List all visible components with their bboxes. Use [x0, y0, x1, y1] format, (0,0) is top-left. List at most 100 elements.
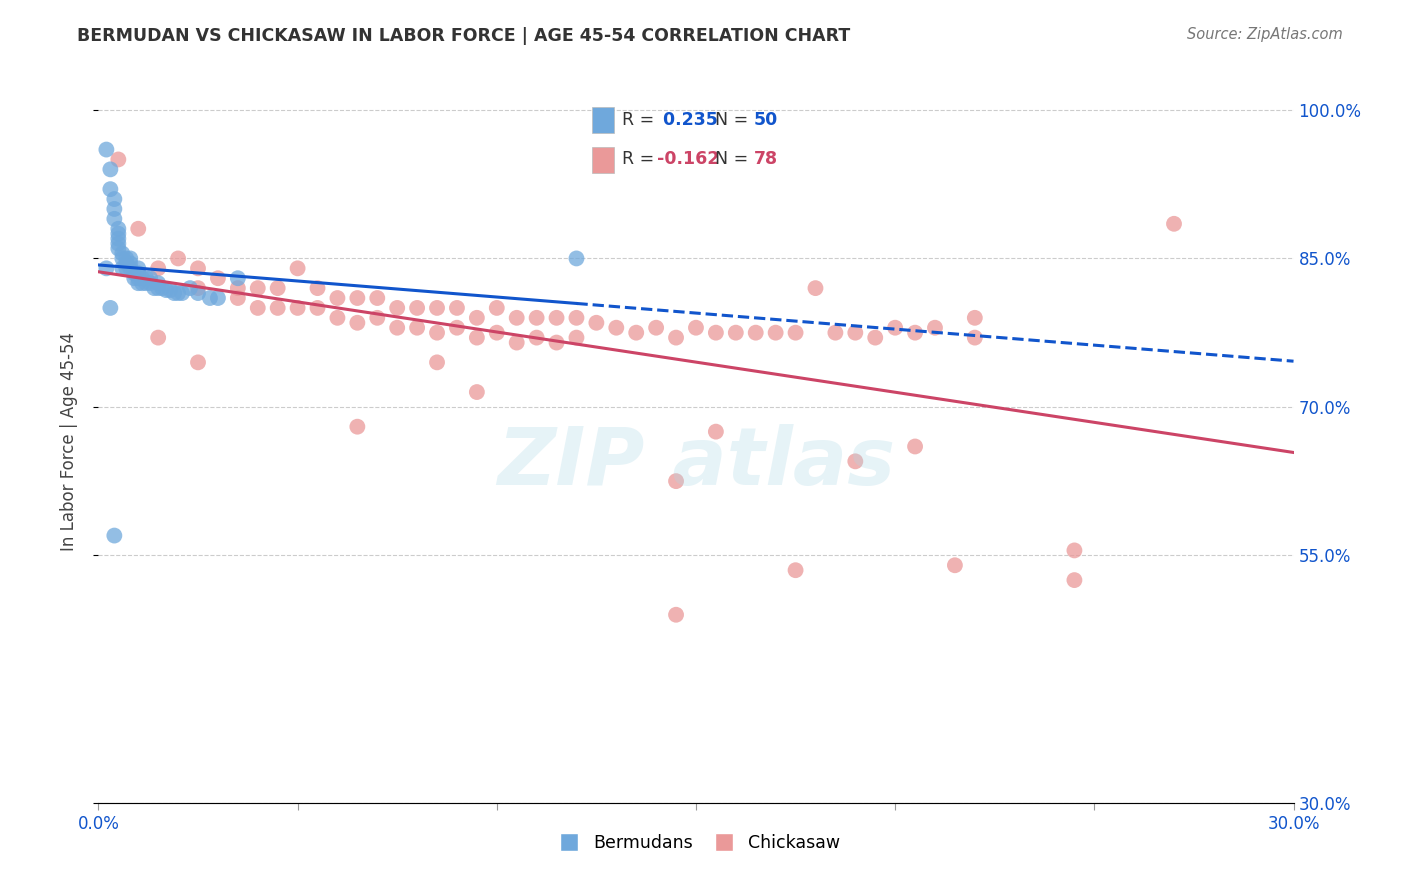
Point [1063, 543, 1085, 558]
Point [163, 286, 186, 301]
Point [124, 271, 146, 285]
Text: Source: ZipAtlas.com: Source: ZipAtlas.com [1187, 27, 1343, 42]
Point [426, 355, 449, 369]
Point [159, 283, 181, 297]
Point [346, 316, 368, 330]
Point [745, 326, 768, 340]
Point [246, 301, 269, 315]
Point [426, 301, 449, 315]
Point [904, 440, 927, 454]
Point [150, 281, 173, 295]
Point [172, 286, 194, 301]
Point [704, 425, 727, 439]
Point [526, 330, 548, 344]
Point [127, 276, 149, 290]
Point [785, 326, 807, 340]
Point [96, 143, 118, 157]
Point [385, 301, 409, 315]
Point [804, 281, 827, 295]
Point [884, 320, 907, 334]
Point [148, 276, 170, 290]
Text: ZIP atlas: ZIP atlas [496, 425, 896, 502]
Point [366, 291, 388, 305]
Point [107, 242, 129, 256]
Point [187, 281, 209, 295]
Point [307, 301, 329, 315]
Point [207, 271, 229, 285]
Point [626, 326, 648, 340]
Point [485, 301, 508, 315]
Point [963, 330, 986, 344]
Point [115, 261, 138, 276]
Point [287, 301, 309, 315]
Point [155, 283, 177, 297]
Point [406, 320, 429, 334]
Point [167, 252, 190, 266]
Point [485, 326, 508, 340]
Point [135, 271, 157, 285]
Point [406, 301, 429, 315]
Point [267, 301, 290, 315]
Point [96, 261, 118, 276]
Point [187, 261, 209, 276]
Point [179, 281, 201, 295]
Point [111, 246, 134, 260]
Point [605, 320, 627, 334]
Point [127, 261, 149, 276]
Point [131, 271, 153, 285]
Point [148, 330, 170, 344]
Point [107, 221, 129, 235]
Point [346, 291, 368, 305]
Point [103, 202, 125, 216]
Point [226, 281, 249, 295]
Point [226, 291, 249, 305]
Point [103, 528, 125, 542]
Point [98, 301, 122, 315]
Point [366, 310, 388, 325]
Point [307, 281, 329, 295]
Point [426, 326, 449, 340]
Point [131, 276, 153, 290]
Point [124, 266, 146, 280]
Point [107, 227, 129, 241]
Point [127, 221, 149, 235]
Point [844, 454, 866, 468]
Point [148, 261, 170, 276]
Point [103, 211, 125, 226]
Point [904, 326, 927, 340]
Point [1163, 217, 1185, 231]
Point [148, 281, 170, 295]
Point [385, 320, 409, 334]
Point [943, 558, 966, 573]
Point [665, 474, 688, 488]
Point [167, 286, 190, 301]
Point [326, 310, 349, 325]
Point [645, 320, 668, 334]
Point [246, 281, 269, 295]
Point [98, 182, 122, 196]
Point [824, 326, 846, 340]
Point [565, 330, 588, 344]
Point [685, 320, 707, 334]
Point [115, 252, 138, 266]
Point [135, 276, 157, 290]
Point [844, 326, 866, 340]
Point [585, 316, 607, 330]
Point [326, 291, 349, 305]
Point [127, 266, 149, 280]
Point [207, 291, 229, 305]
Point [446, 301, 468, 315]
Point [187, 355, 209, 369]
Point [107, 232, 129, 246]
Point [546, 310, 568, 325]
Point [506, 310, 529, 325]
Point [103, 192, 125, 206]
Point [765, 326, 787, 340]
Point [565, 310, 588, 325]
Point [287, 261, 309, 276]
Point [963, 310, 986, 325]
Text: BERMUDAN VS CHICKASAW IN LABOR FORCE | AGE 45-54 CORRELATION CHART: BERMUDAN VS CHICKASAW IN LABOR FORCE | A… [77, 27, 851, 45]
Point [143, 281, 166, 295]
Point [346, 419, 368, 434]
Point [546, 335, 568, 350]
